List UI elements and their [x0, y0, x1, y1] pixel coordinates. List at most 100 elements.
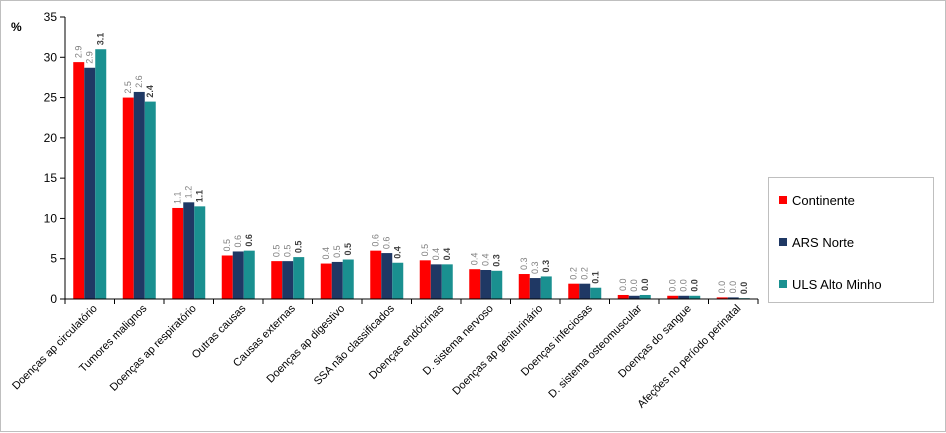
bar-1	[430, 264, 442, 299]
bar-1	[579, 283, 591, 299]
data-label: 0.4	[431, 248, 441, 261]
data-label: 0.5	[222, 239, 232, 252]
bar-2	[392, 262, 404, 299]
data-label: 0.5	[294, 241, 304, 254]
legend-swatch-ars-norte	[779, 238, 787, 246]
bar-2	[639, 294, 651, 299]
data-label: 0.0	[629, 279, 639, 292]
bar-1	[480, 269, 492, 299]
y-tick-label: 20	[44, 131, 58, 145]
data-label: 0.6	[382, 237, 392, 250]
data-labels-group: 2.92.51.10.5 0.5 0.40.60.50.4 0.30.20.0 0.0 0…	[74, 33, 750, 294]
bar-0	[568, 283, 580, 299]
bar-1	[727, 297, 739, 299]
data-label: 0.1	[591, 271, 601, 284]
bar-1	[232, 251, 244, 299]
bar-1	[331, 261, 343, 299]
bar-0	[518, 274, 530, 299]
bar-2	[689, 295, 701, 299]
x-tick-label: Doenças ap respiratório	[108, 303, 199, 394]
bar-2	[243, 250, 255, 299]
bar-2	[540, 276, 552, 299]
bar-0	[73, 62, 85, 300]
data-label: 0.6	[244, 234, 254, 247]
bar-2	[194, 206, 206, 299]
data-label: 2.9	[74, 46, 84, 59]
bar-0	[221, 255, 233, 299]
legend-item-uls-alto-minho: ULS Alto Minho	[779, 276, 882, 292]
data-label: 0.3	[492, 254, 502, 267]
bar-0	[122, 97, 134, 299]
legend-label-uls-alto-minho: ULS Alto Minho	[792, 276, 882, 292]
bar-0	[370, 250, 382, 299]
data-label: 0.0	[728, 281, 738, 294]
y-tick-label: 0	[50, 292, 57, 306]
y-tick-label: 10	[44, 211, 58, 225]
data-label: 0.2	[580, 267, 590, 280]
bar-0	[469, 269, 481, 299]
bar-2	[95, 49, 107, 299]
data-label: 0.4	[481, 253, 491, 266]
data-label: 0.4	[393, 246, 403, 259]
bar-2	[144, 101, 156, 299]
bar-1	[133, 91, 145, 299]
data-label: 0.0	[618, 278, 628, 291]
bar-1	[381, 253, 393, 299]
data-label: 0.3	[530, 262, 540, 275]
y-tick-label: 15	[44, 171, 58, 185]
data-label: 0.4	[442, 248, 452, 261]
bar-1	[529, 278, 541, 299]
data-label: 0.0	[717, 281, 727, 294]
y-axis-label: %	[11, 20, 22, 34]
bar-1	[628, 295, 640, 299]
bar-2	[342, 259, 354, 299]
data-label: 0.0	[690, 279, 700, 292]
data-label: 0.2	[569, 267, 579, 280]
bar-0	[617, 294, 629, 299]
data-label: 3.1	[96, 33, 106, 46]
data-label: 0.5	[272, 245, 282, 258]
data-label: 1.1	[195, 190, 205, 203]
data-label: 0.4	[470, 253, 480, 266]
bar-0	[667, 295, 679, 299]
data-label: 0.6	[371, 234, 381, 247]
bar-0	[172, 207, 184, 299]
legend-item-ars-norte: ARS Norte	[779, 234, 854, 250]
bar-0	[716, 297, 728, 299]
legend-swatch-uls-alto-minho	[779, 280, 787, 288]
bar-2	[441, 264, 453, 299]
data-label: 0.3	[541, 260, 551, 273]
data-label: 2.9	[85, 51, 95, 64]
data-label: 0.0	[679, 279, 689, 292]
x-tick-label: D. sistema osteomuscular	[546, 302, 644, 400]
data-label: 0.4	[321, 247, 331, 260]
bar-1	[282, 261, 294, 299]
x-tick-label: Afeções no período perinatal	[635, 303, 743, 411]
bar-1	[84, 67, 96, 299]
legend-label-continente: Continente	[792, 192, 855, 208]
legend-label-ars-norte: ARS Norte	[792, 234, 855, 250]
bar-2	[293, 257, 305, 299]
bar-1	[678, 295, 690, 299]
data-label: 0.5	[283, 245, 293, 258]
data-label: 2.6	[134, 75, 144, 88]
data-label: 1.2	[184, 186, 194, 199]
data-label: 1.1	[173, 191, 183, 204]
legend-swatch-continente	[779, 196, 787, 204]
data-label: 0.0	[640, 278, 650, 291]
data-label: 0.6	[233, 235, 243, 248]
bar-2	[590, 287, 602, 299]
bar-0	[419, 260, 431, 299]
data-label: 0.3	[519, 258, 529, 271]
x-tick-label: Doenças ap geniturinário	[450, 303, 545, 398]
data-label: 0.5	[343, 243, 353, 256]
legend-item-continente: Continente	[779, 192, 855, 208]
y-tick-label: 30	[44, 50, 58, 64]
data-label: 2.5	[123, 81, 133, 94]
y-tick-label: 25	[44, 91, 58, 105]
y-tick-label: 5	[50, 252, 57, 266]
bar-1	[183, 202, 195, 299]
data-label: 2.4	[145, 85, 155, 98]
